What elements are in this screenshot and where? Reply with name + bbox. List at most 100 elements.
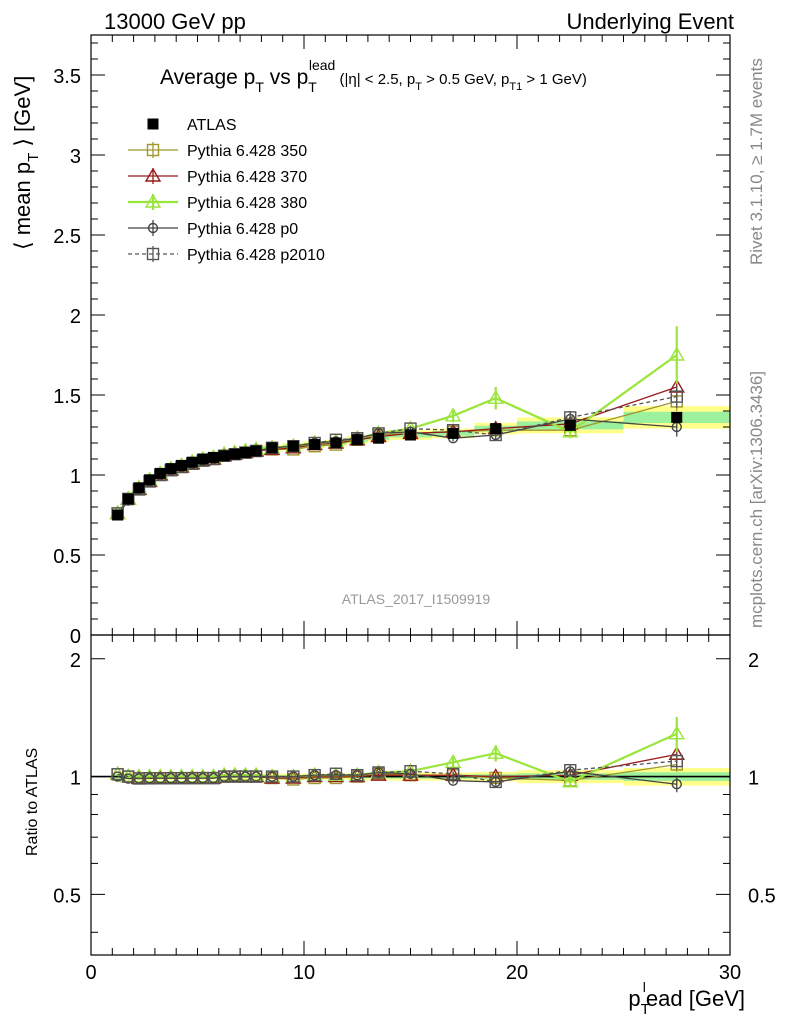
legend-entry-1: Pythia 6.428 350 (128, 142, 307, 160)
legend-entry-3: Pythia 6.428 380 (128, 193, 307, 212)
ratio-data-point (487, 744, 504, 759)
y-tick-label: 2 (70, 306, 81, 328)
ratio-data-point (352, 769, 363, 781)
data-point (287, 440, 299, 452)
ratio-y-tick-label: 2 (70, 650, 81, 672)
x-tick-label: 10 (293, 962, 315, 984)
data-point (176, 459, 188, 471)
data-point (330, 437, 342, 449)
ratio-data-point (564, 763, 577, 777)
data-point (207, 451, 219, 463)
ratio-panel-frame (90, 634, 731, 956)
plot-title: Average pT vs pTlead (|η| < 2.5, pT > 0.… (160, 57, 587, 95)
data-point (444, 407, 462, 422)
legend-label: Pythia 6.428 p0 (187, 221, 298, 238)
ratio-data-point (444, 753, 462, 769)
data-point (165, 463, 177, 475)
collision-label: 13000 GeV pp (104, 9, 246, 34)
legend: ATLAS Pythia 6.428 350 Pythia 6.428 370 Pyt… (128, 117, 325, 264)
ratio-data-point (308, 768, 321, 782)
series-2 (109, 374, 685, 520)
data-point (564, 419, 576, 431)
ratio-data-point (490, 776, 501, 788)
ratio-data-point (562, 773, 579, 788)
legend-label: ATLAS (187, 117, 237, 134)
data-point (447, 427, 459, 439)
data-point (197, 453, 209, 465)
x-tick-label: 30 (719, 962, 741, 984)
ratio-data-point (446, 767, 460, 781)
analysis-label: Underlying Event (566, 9, 734, 34)
ratio-y-axis-label: Ratio to ATLAS (24, 748, 41, 856)
legend-marker (146, 143, 160, 157)
y-tick-label: 1.5 (53, 386, 81, 408)
x-axis-label: pTlead [GeV] (628, 979, 745, 1018)
series-5 (111, 385, 683, 520)
ratio-data-point (287, 770, 300, 783)
mcplots-label: mcplots.cern.ch [arXiv:1306.3436] (747, 371, 766, 628)
data-point (668, 346, 685, 361)
data-point (133, 482, 145, 494)
legend-marker (144, 193, 162, 208)
ratio-data-point (309, 769, 320, 781)
data-point (186, 456, 198, 468)
legend-entry-4: Pythia 6.428 p0 (128, 220, 298, 238)
ratio-data-point (372, 766, 385, 779)
data-point (144, 474, 156, 486)
ratio-panel-data-layer (91, 717, 730, 793)
ratio-data-point (489, 775, 502, 789)
data-point (229, 448, 241, 460)
ratio-data-point (249, 770, 263, 783)
ratio-data-point (670, 754, 683, 768)
data-point (112, 509, 124, 521)
legend-entry-2: Pythia 6.428 370 (128, 167, 307, 186)
data-point (351, 434, 363, 446)
y-tick-label: 1 (70, 466, 81, 488)
ratio-series-5 (111, 753, 683, 789)
data-point (373, 432, 385, 444)
data-point (266, 442, 278, 454)
ratio-y-tick-label: 0.5 (53, 885, 81, 907)
analysis-watermark: ATLAS_2017_I1509919 (342, 591, 491, 607)
y-tick-label: 3 (70, 146, 81, 168)
data-point (309, 439, 321, 451)
legend-entry-0: ATLAS (147, 117, 237, 134)
x-axis-tick-labels: 0 10 20 30 (85, 962, 741, 984)
legend-label: Pythia 6.428 380 (187, 195, 307, 212)
legend-marker (144, 167, 162, 182)
main-panel-ticks: 0 0.5 1 1.5 2 2.5 3 3.5 (53, 35, 731, 648)
legend-label: Pythia 6.428 370 (187, 169, 307, 186)
data-point (671, 411, 683, 423)
ratio-data-point (668, 725, 685, 740)
x-tick-label: 0 (85, 962, 96, 984)
ratio-y-tick-label-right: 2 (748, 650, 759, 672)
rivet-version-label: Rivet 3.1.10, ≥ 1.7M events (747, 58, 766, 265)
y-axis-label: ⟨ mean pT ⟩ [GeV] (10, 76, 42, 250)
legend-entry-5: Pythia 6.428 p2010 (128, 246, 325, 264)
legend-label: Pythia 6.428 p2010 (187, 247, 325, 264)
ratio-data-point (370, 766, 387, 781)
ratio-data-point (329, 767, 343, 780)
ratio-y-tick-label-right: 0.5 (748, 885, 776, 907)
ratio-data-point (671, 779, 682, 790)
ratio-y-tick-label: 1 (70, 768, 81, 790)
series-line (117, 386, 677, 514)
data-point (154, 467, 166, 479)
data-point (218, 450, 230, 462)
ratio-data-point (351, 768, 364, 782)
data-point (122, 493, 134, 505)
data-point (487, 389, 504, 404)
y-tick-label: 0 (70, 626, 81, 648)
ratio-data-point (265, 770, 279, 783)
data-point (405, 429, 416, 441)
y-tick-label: 2.5 (53, 226, 81, 248)
legend-marker (146, 247, 160, 261)
x-tick-label: 20 (506, 962, 528, 984)
legend-marker (147, 222, 159, 234)
ratio-series-line (117, 760, 677, 783)
legend-label: Pythia 6.428 350 (187, 143, 307, 160)
ratio-data-point (404, 765, 417, 778)
y-tick-label: 0.5 (53, 546, 81, 568)
